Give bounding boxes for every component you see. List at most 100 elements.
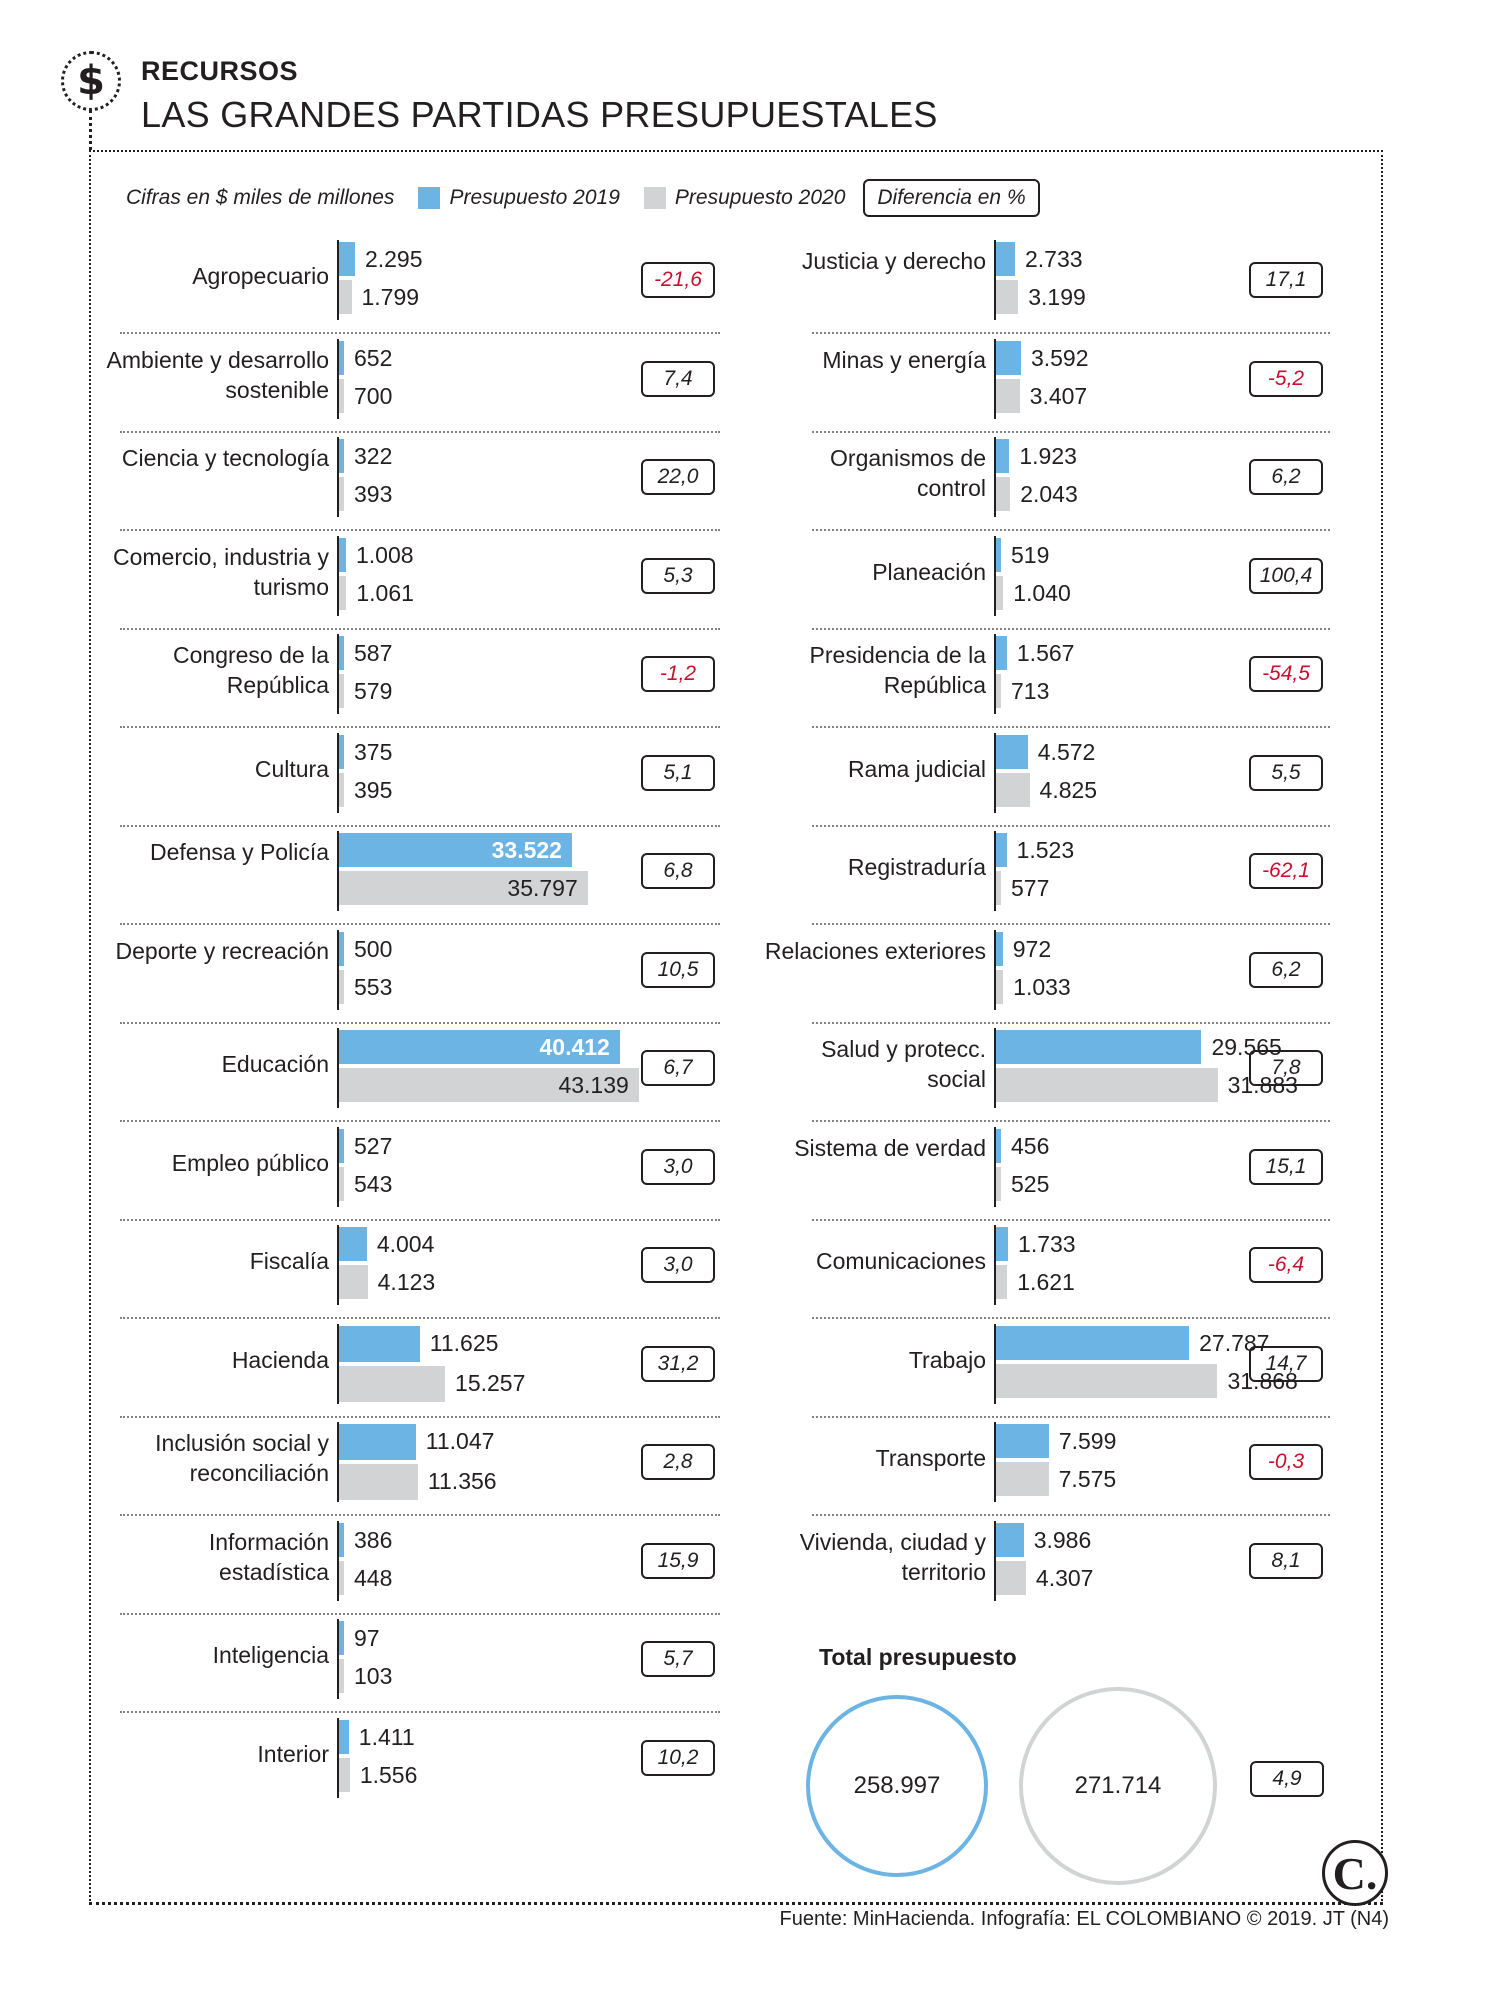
bar-2020 [339, 1068, 639, 1102]
row-axis [337, 240, 339, 320]
row-separator [120, 1021, 720, 1024]
value-2019: 386 [354, 1526, 393, 1553]
row-label: Transporte [875, 1445, 986, 1471]
row-axis [994, 1520, 996, 1601]
difference-badge: 10,5 [641, 951, 715, 988]
row-axis [994, 437, 996, 517]
value-2020: 7.575 [1058, 1466, 1117, 1492]
row-label: Planeación [872, 558, 986, 585]
bar-2020 [339, 772, 344, 807]
row-label: Defensa y Policía [150, 839, 329, 865]
value-2020: 15.257 [455, 1369, 526, 1396]
value-2019: 33.522 [491, 837, 562, 863]
value-2020: 3.199 [1028, 284, 1086, 310]
difference-badge: 22,0 [641, 459, 715, 495]
chart-frame [89, 150, 1383, 1905]
row-separator [812, 1514, 1330, 1516]
value-2020: 577 [1011, 875, 1050, 901]
row-axis [994, 831, 996, 911]
value-2020: 1.040 [1013, 579, 1071, 606]
value-2020: 1.621 [1017, 1269, 1075, 1295]
bar-2019 [339, 1621, 344, 1655]
value-2020: 4.825 [1039, 776, 1098, 803]
legend-label-2019: Presupuesto 2019 [449, 186, 620, 209]
difference-badge: 7,4 [641, 360, 715, 397]
bar-2020 [339, 1560, 344, 1595]
row-label: Comunicaciones [815, 1248, 986, 1274]
value-2020: 1.033 [1013, 973, 1071, 1000]
row-separator [120, 1711, 720, 1713]
value-2020: 393 [354, 481, 393, 507]
total-2020-value: 271.714 [1074, 1772, 1162, 1799]
bar-2019 [996, 242, 1015, 276]
row-axis [337, 634, 339, 714]
value-2019: 2.295 [364, 246, 423, 272]
value-2019: 456 [1011, 1132, 1050, 1159]
value-2019: 40.412 [539, 1034, 610, 1060]
row-axis [337, 437, 339, 517]
row-label: Educación [221, 1051, 329, 1077]
value-2019: 322 [354, 443, 393, 469]
row-axis [994, 732, 996, 813]
difference-badge: 3,0 [641, 1247, 715, 1283]
bar-2020 [996, 1265, 1008, 1299]
row-separator [812, 824, 1330, 827]
bar-2020 [339, 575, 347, 610]
row-separator [120, 1514, 720, 1516]
value-2019: 1.923 [1019, 443, 1077, 469]
row-separator [120, 824, 720, 827]
difference-badge: -5,2 [1249, 360, 1323, 397]
difference-badge: 6,2 [1249, 951, 1323, 988]
row-axis [337, 1323, 339, 1404]
value-2019: 3.592 [1030, 344, 1089, 371]
row-axis [994, 1028, 996, 1108]
source-note: Fuente: MinHacienda. Infografía: EL COLO… [779, 1908, 1389, 1930]
value-2019: 527 [354, 1132, 393, 1159]
value-2019: 652 [354, 344, 393, 371]
difference-badge: 5,5 [1249, 754, 1323, 791]
row-axis [337, 535, 339, 616]
row-separator [812, 430, 1330, 433]
row-label: Interior [257, 1740, 329, 1767]
row-separator [120, 529, 720, 531]
value-2019: 29.565 [1211, 1034, 1282, 1060]
bar-2019 [996, 1128, 1001, 1163]
bar-2020 [339, 378, 344, 413]
row-label: Inteligencia [212, 1642, 329, 1668]
value-2019: 11.625 [429, 1329, 499, 1356]
row-separator [812, 1218, 1330, 1221]
row-label: Trabajo [908, 1346, 986, 1373]
row-label: Ciencia y tecnología [121, 445, 329, 471]
value-2020: 525 [1011, 1170, 1050, 1197]
bar-2020 [996, 969, 1004, 1004]
difference-badge: 5,1 [641, 754, 715, 791]
value-2020: 700 [354, 382, 393, 409]
value-2020: 103 [354, 1663, 393, 1689]
bar-2019 [339, 1128, 344, 1163]
value-2020: 2.043 [1020, 481, 1078, 507]
value-2019: 4.004 [376, 1231, 435, 1257]
row-separator [812, 1021, 1330, 1024]
bar-2020 [339, 1265, 368, 1299]
difference-badge: -1,2 [641, 656, 715, 692]
difference-badge: 6,2 [1249, 459, 1323, 495]
bar-2019 [339, 439, 344, 473]
row-label: Organismos de control [830, 445, 986, 501]
difference-badge: 7,8 [1249, 1050, 1323, 1086]
bar-2019 [996, 439, 1010, 473]
legend-swatch-2020 [643, 187, 666, 209]
bar-2020 [996, 477, 1011, 511]
row-axis [337, 1028, 339, 1108]
bar-2020 [339, 280, 352, 314]
bar-2020 [996, 772, 1030, 807]
difference-badge: 2,8 [641, 1444, 715, 1480]
row-label: Vivienda, ciudad y territorio [799, 1528, 986, 1585]
bar-2019 [339, 931, 344, 966]
difference-badge: 6,7 [641, 1050, 715, 1086]
difference-badge: 5,7 [641, 1641, 715, 1677]
difference-badge: -54,5 [1249, 656, 1323, 692]
row-axis [994, 1422, 996, 1502]
page-title: LAS GRANDES PARTIDAS PRESUPUESTALES [141, 94, 938, 135]
bar-2020 [339, 1365, 446, 1402]
bar-2019 [996, 636, 1007, 670]
